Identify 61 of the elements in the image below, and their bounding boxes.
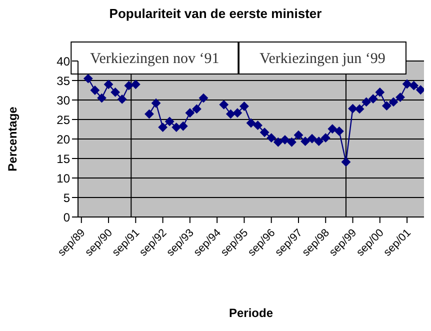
point	[388, 97, 398, 106]
chart-title: Populariteit van de eerste minister	[108, 6, 323, 21]
point	[118, 94, 127, 104]
point	[328, 124, 337, 134]
ref-line-label: Verkiezingen nov ‘91	[90, 51, 220, 67]
x-axis-title: Periode	[228, 306, 274, 320]
point	[219, 100, 228, 110]
y-tick-label: 30	[56, 93, 70, 108]
point	[368, 94, 378, 104]
y-tick-label: 35	[56, 74, 70, 88]
point	[300, 136, 310, 146]
point	[375, 88, 384, 97]
point	[409, 81, 418, 90]
point	[308, 134, 317, 144]
y-tick-label: 0	[63, 210, 70, 224]
point	[144, 110, 154, 119]
y-tick-label: 15	[56, 152, 70, 166]
point	[226, 110, 236, 119]
point	[152, 98, 161, 108]
point	[246, 118, 256, 128]
point	[185, 108, 194, 118]
point	[192, 104, 202, 114]
point	[260, 128, 270, 137]
point	[355, 104, 364, 114]
point	[280, 135, 290, 144]
point	[232, 108, 242, 118]
y-axis-title: Percentage	[5, 106, 20, 172]
point	[90, 86, 100, 95]
point	[158, 122, 168, 132]
point	[97, 94, 106, 103]
point	[294, 130, 303, 140]
y-tick-label: 40	[56, 54, 70, 68]
point	[266, 133, 276, 142]
ref-line-label: Verkiezingen jun ‘99	[260, 51, 386, 67]
point	[172, 122, 181, 132]
point	[334, 126, 344, 136]
point	[402, 80, 412, 89]
point	[110, 88, 120, 97]
y-tick-label: 20	[56, 132, 70, 146]
point	[178, 122, 188, 131]
point	[124, 81, 134, 90]
point	[314, 136, 324, 146]
y-tick-label: 5	[63, 190, 70, 205]
point	[348, 104, 358, 114]
point	[253, 120, 262, 130]
y-tick-label: 10	[56, 171, 70, 186]
point	[131, 80, 140, 89]
point	[274, 138, 283, 147]
point	[362, 97, 371, 106]
point	[165, 116, 174, 126]
point	[84, 74, 93, 84]
point	[416, 85, 424, 94]
y-tick-label: 25	[56, 112, 70, 127]
point	[396, 92, 405, 102]
point	[240, 102, 249, 111]
point	[321, 133, 330, 142]
point	[287, 138, 296, 147]
point	[199, 94, 208, 103]
point	[104, 80, 114, 89]
point	[341, 158, 350, 167]
point	[382, 101, 392, 110]
